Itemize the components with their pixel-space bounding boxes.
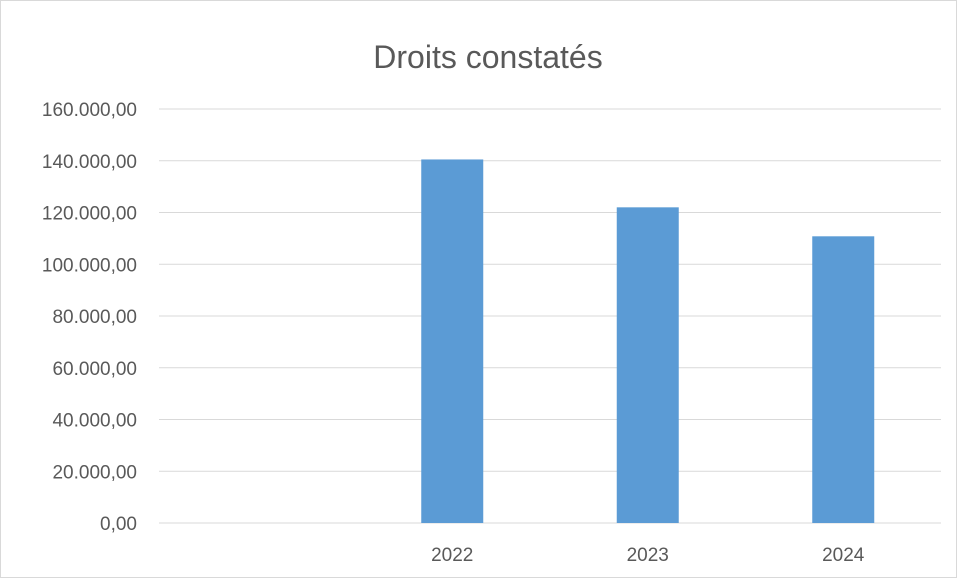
x-tick-label: 2024 [822, 545, 865, 566]
y-tick-label: 120.000,00 [42, 204, 137, 225]
x-axis-ticks: 2022 2023 2024 [431, 545, 865, 566]
y-tick-label: 40.000,00 [52, 411, 137, 432]
y-tick-label: 20.000,00 [52, 462, 137, 483]
y-tick-label: 0,00 [100, 514, 137, 535]
y-tick-label: 80.000,00 [52, 307, 137, 328]
bar-2024 [812, 236, 875, 523]
bar-2022 [421, 159, 484, 524]
y-tick-label: 60.000,00 [52, 359, 137, 380]
bar-2023 [616, 207, 679, 523]
gridlines [159, 108, 941, 524]
y-tick-label: 140.000,00 [42, 152, 137, 173]
y-tick-label: 100.000,00 [42, 255, 137, 276]
y-axis-ticks: 0,00 20.000,00 40.000,00 60.000,00 80.000,00… [42, 100, 137, 535]
x-tick-label: 2023 [627, 545, 669, 566]
y-tick-label: 160.000,00 [42, 100, 137, 121]
x-tick-label: 2022 [431, 545, 473, 566]
bars [421, 159, 875, 524]
chart-title: Droits constatés [373, 39, 602, 75]
